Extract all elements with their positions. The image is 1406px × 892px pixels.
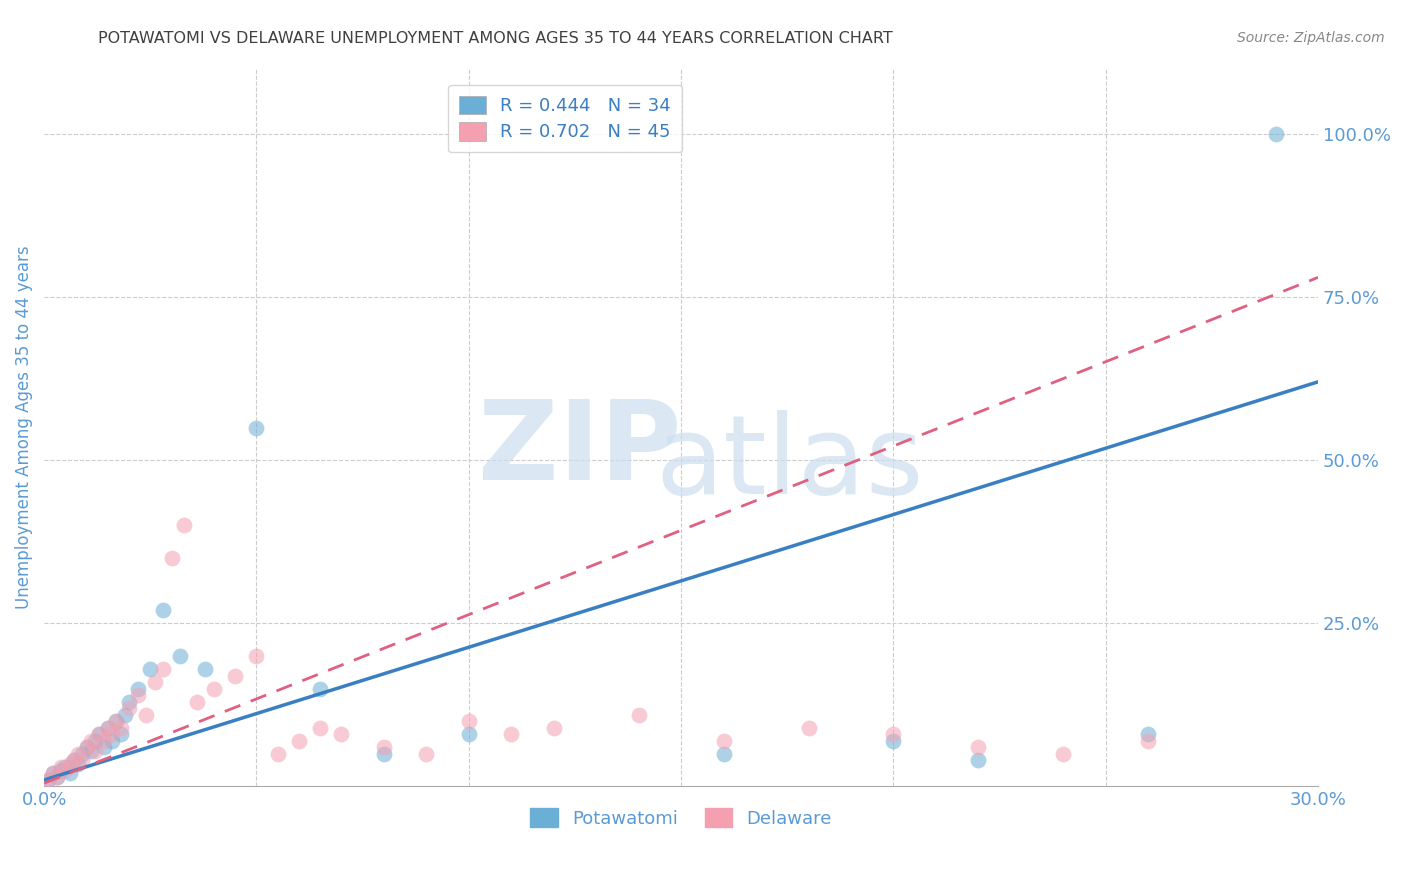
Point (63, 753, 86, 767)
Point (101, 733, 124, 747)
Point (37, 772, 59, 787)
Point (1137, 727, 1160, 741)
Text: atlas: atlas (655, 410, 924, 516)
Point (67, 756, 90, 771)
Point (93, 740, 115, 755)
Point (127, 688, 149, 702)
Point (58, 766, 80, 780)
Point (169, 648, 191, 663)
Point (49, 763, 72, 777)
Point (45, 770, 67, 784)
Point (309, 721, 332, 735)
Point (67, 747, 90, 761)
Point (41, 766, 63, 780)
Point (143, 675, 166, 690)
Point (373, 740, 395, 755)
Point (245, 648, 267, 663)
Point (173, 518, 195, 533)
Point (80, 743, 103, 757)
Point (543, 721, 565, 735)
Point (84, 733, 107, 747)
Point (127, 681, 149, 696)
Point (967, 740, 990, 755)
Point (1264, 127, 1286, 141)
Y-axis label: Unemployment Among Ages 35 to 44 years: Unemployment Among Ages 35 to 44 years (15, 245, 32, 609)
Point (41, 766, 63, 780)
Point (49, 760, 72, 774)
Point (245, 420, 267, 434)
Point (105, 714, 128, 729)
Legend: Potawatomi, Delaware: Potawatomi, Delaware (523, 801, 839, 835)
Point (882, 733, 904, 747)
Point (89, 727, 111, 741)
Point (457, 727, 479, 741)
Point (72, 747, 94, 761)
Point (101, 727, 124, 741)
Point (45, 770, 67, 784)
Text: Source: ZipAtlas.com: Source: ZipAtlas.com (1237, 31, 1385, 45)
Point (1052, 747, 1074, 761)
Point (186, 695, 208, 709)
Point (330, 727, 353, 741)
Point (309, 681, 332, 696)
Point (97, 721, 120, 735)
Point (97, 721, 120, 735)
Point (93, 733, 115, 747)
Point (713, 747, 735, 761)
Point (415, 747, 437, 761)
Point (72, 753, 94, 767)
Point (152, 603, 174, 617)
Point (797, 721, 820, 735)
Point (882, 727, 904, 741)
Point (135, 707, 157, 722)
Point (713, 733, 735, 747)
Point (118, 701, 141, 715)
Point (53, 763, 76, 777)
Point (152, 662, 174, 676)
Point (84, 743, 107, 757)
Point (118, 695, 141, 709)
Point (457, 714, 479, 729)
Text: POTAWATOMI VS DELAWARE UNEMPLOYMENT AMONG AGES 35 TO 44 YEARS CORRELATION CHART: POTAWATOMI VS DELAWARE UNEMPLOYMENT AMON… (98, 31, 893, 46)
Point (114, 707, 136, 722)
Point (53, 760, 76, 774)
Point (202, 681, 225, 696)
Point (266, 747, 288, 761)
Point (105, 714, 128, 729)
Point (63, 753, 86, 767)
Point (76, 740, 98, 755)
Point (194, 662, 217, 676)
Point (80, 733, 103, 747)
Text: ZIP: ZIP (478, 395, 681, 502)
Point (627, 707, 650, 722)
Point (110, 721, 132, 735)
Point (224, 668, 246, 682)
Point (89, 727, 111, 741)
Point (58, 756, 80, 771)
Point (139, 662, 162, 676)
Point (373, 747, 395, 761)
Point (288, 733, 311, 747)
Point (110, 727, 132, 741)
Point (967, 753, 990, 767)
Point (76, 740, 98, 755)
Point (501, 727, 523, 741)
Point (1137, 733, 1160, 747)
Point (160, 551, 183, 566)
Point (37, 772, 59, 787)
